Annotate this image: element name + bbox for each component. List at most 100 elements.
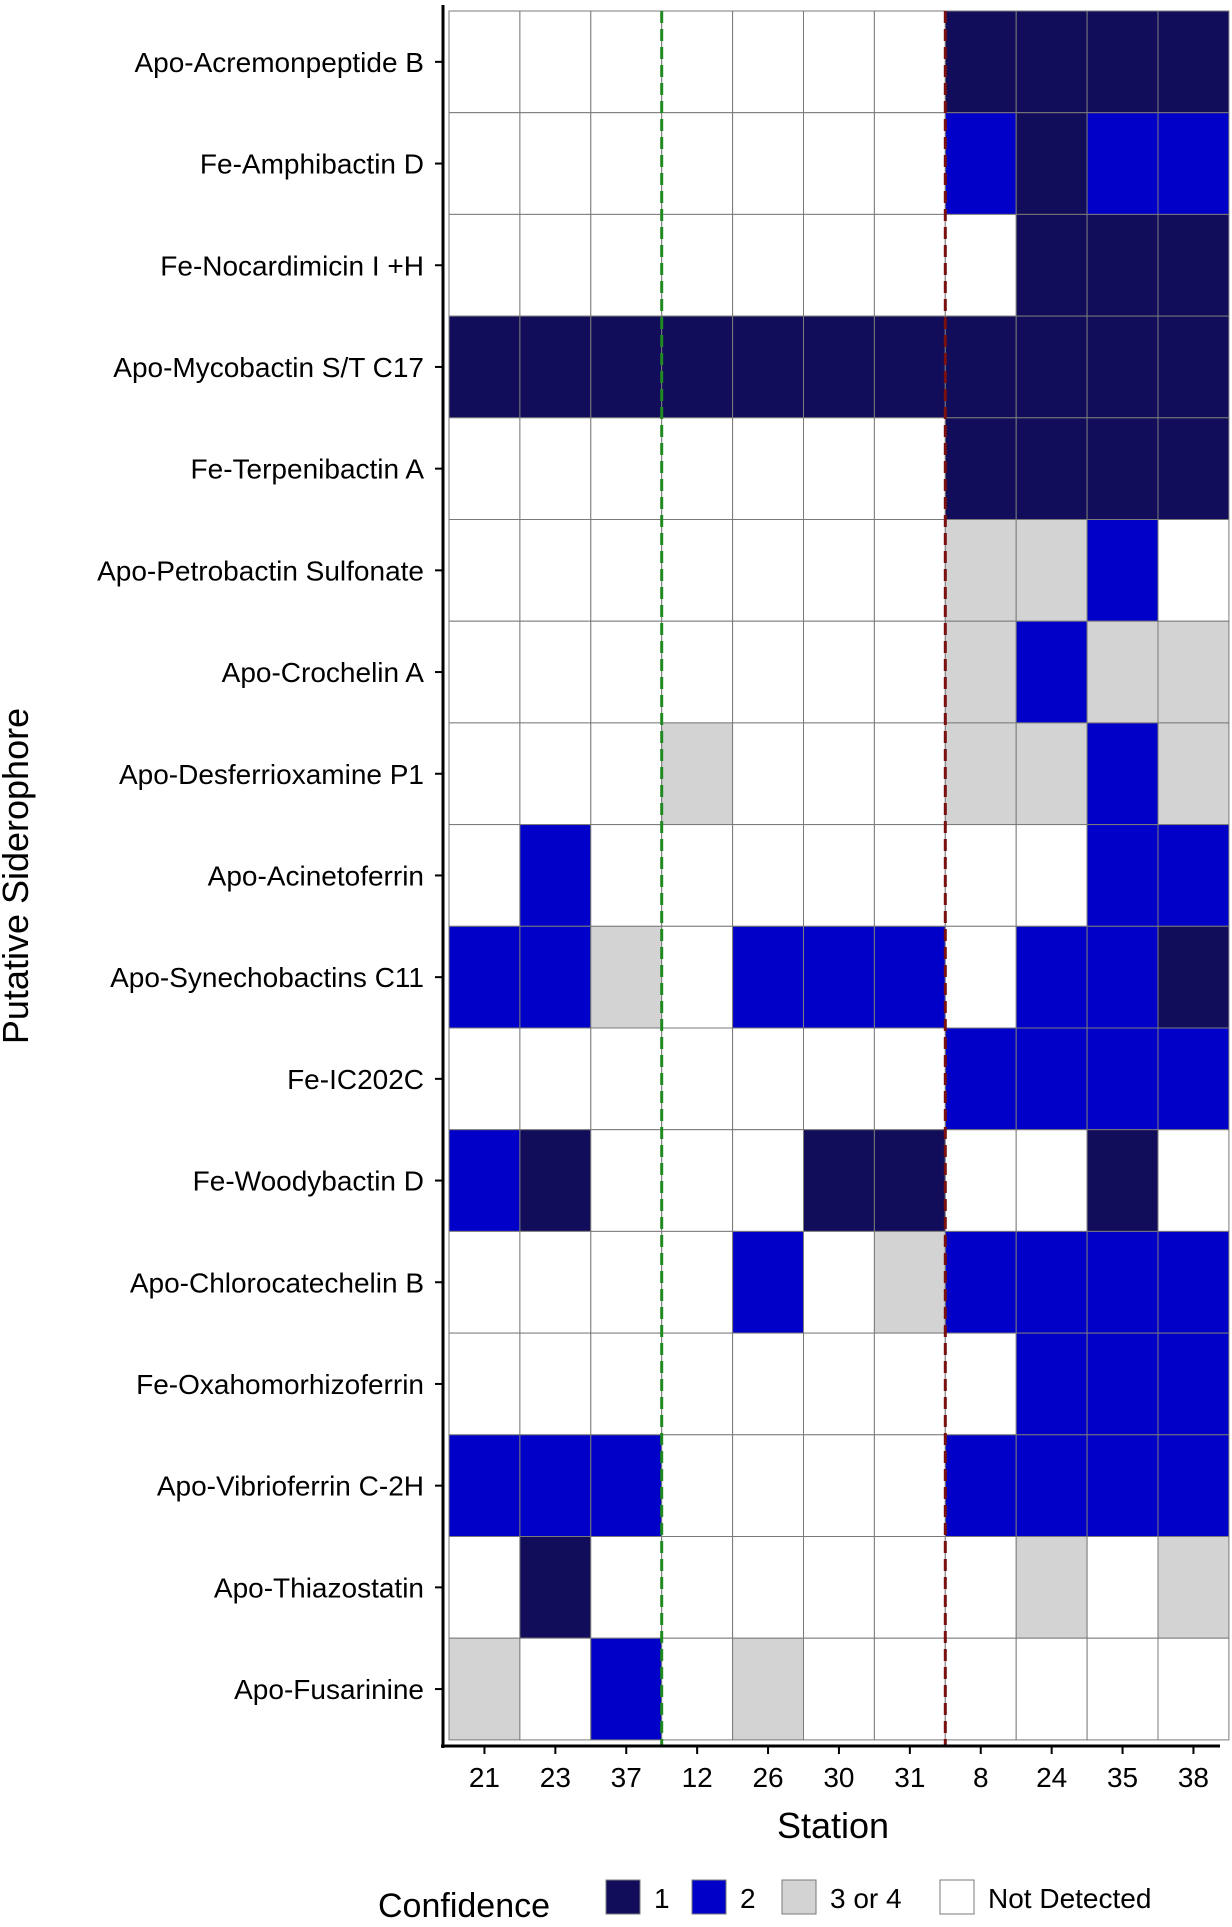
heatmap-cell — [1015, 315, 1088, 419]
y-tick-label: Apo-Vibrioferrin C-2H — [157, 1471, 424, 1502]
heatmap-cell — [1015, 519, 1088, 622]
station-group-dividers — [660, 11, 947, 1746]
heatmap-cell — [448, 824, 521, 927]
legend-entries: 1 2 3 or 4 Not Detected — [605, 1879, 1151, 1915]
heatmap-cell — [873, 1536, 946, 1639]
heatmap-cell — [448, 315, 521, 419]
heatmap-cell — [448, 1637, 521, 1741]
heatmap-cells — [448, 10, 1230, 1741]
heatmap-cell — [944, 1536, 1017, 1639]
heatmap-cell — [1015, 1332, 1088, 1436]
heatmap-cell — [1157, 417, 1230, 520]
heatmap-cell — [1086, 722, 1159, 826]
y-tick-label: Fe-Nocardimicin I +H — [160, 250, 424, 281]
heatmap-cell — [519, 1536, 592, 1639]
heatmap-cell — [1015, 722, 1088, 826]
heatmap-cell — [1157, 519, 1230, 622]
x-tick-label: 30 — [823, 1762, 854, 1793]
heatmap-cell — [1157, 315, 1230, 419]
heatmap-cell — [873, 1230, 946, 1334]
heatmap-cell — [661, 1536, 734, 1639]
heatmap-cell — [661, 10, 734, 114]
x-tick-label: 35 — [1107, 1762, 1138, 1793]
heatmap-cell — [590, 1129, 663, 1232]
heatmap-cell — [448, 1332, 521, 1436]
x-tick-labels: 21 23 37 12 26 30 31 8 24 35 38 — [469, 1746, 1209, 1793]
heatmap-cell — [732, 1129, 804, 1232]
x-tick-label: 38 — [1178, 1762, 1209, 1793]
heatmap-cell — [519, 315, 592, 419]
heatmap-cell — [1086, 1129, 1159, 1232]
heatmap-cell — [1157, 1332, 1230, 1436]
heatmap-cell — [944, 925, 1017, 1029]
heatmap-cell — [661, 1332, 734, 1436]
heatmap-cell — [1157, 10, 1230, 114]
heatmap-cell — [944, 519, 1017, 622]
y-tick-label: Apo-Chlorocatechelin B — [130, 1267, 424, 1298]
heatmap-cell — [732, 213, 804, 317]
legend-label: 2 — [740, 1883, 756, 1914]
y-tick-label: Fe-Oxahomorhizoferrin — [136, 1369, 424, 1400]
heatmap-cell — [1157, 1637, 1230, 1741]
heatmap-cell — [732, 1332, 804, 1436]
x-tick-label: 24 — [1036, 1762, 1067, 1793]
heatmap-cell — [590, 925, 663, 1029]
heatmap-cell — [1086, 10, 1159, 114]
heatmap-cell — [873, 1434, 946, 1538]
heatmap-cell — [590, 1536, 663, 1639]
heatmap-cell — [1015, 824, 1088, 927]
heatmap-cell — [448, 1536, 521, 1639]
heatmap-cell — [519, 620, 592, 724]
y-tick-label: Apo-Crochelin A — [222, 657, 425, 688]
heatmap-cell — [661, 1129, 734, 1232]
heatmap-cell — [873, 1637, 946, 1741]
heatmap-cell — [873, 519, 946, 622]
y-tick-label: Apo-Thiazostatin — [214, 1572, 424, 1603]
heatmap-cell — [519, 10, 592, 114]
heatmap-cell — [661, 417, 734, 520]
heatmap-cell — [519, 1332, 592, 1436]
heatmap-cell — [732, 1230, 804, 1334]
heatmap-cell — [661, 722, 734, 826]
heatmap-cell — [1015, 1536, 1088, 1639]
heatmap-cell — [1086, 1637, 1159, 1741]
heatmap-cell — [590, 213, 663, 317]
heatmap-cell — [803, 10, 875, 114]
heatmap-cell — [661, 315, 734, 419]
y-tick-label: Apo-Synechobactins C11 — [110, 962, 424, 993]
heatmap-cell — [519, 213, 592, 317]
heatmap-cell — [1157, 1536, 1230, 1639]
heatmap-cell — [732, 519, 804, 622]
heatmap-cell — [1157, 1027, 1230, 1131]
heatmap-cell — [873, 722, 946, 826]
heatmap-cell — [661, 925, 734, 1029]
heatmap-cell — [448, 213, 521, 317]
heatmap-cell — [661, 824, 734, 927]
heatmap-cell — [803, 417, 875, 520]
heatmap-cell — [519, 925, 592, 1029]
heatmap-cell — [803, 722, 875, 826]
heatmap-cell — [944, 112, 1017, 215]
heatmap-cell — [1086, 315, 1159, 419]
x-tick-label: 23 — [540, 1762, 571, 1793]
heatmap-cell — [448, 1129, 521, 1232]
heatmap-cell — [661, 1637, 734, 1741]
heatmap-cell — [1157, 1434, 1230, 1538]
x-tick-label: 8 — [973, 1762, 989, 1793]
heatmap-cell — [519, 824, 592, 927]
y-axis-title: Putative Siderophore — [0, 708, 36, 1044]
heatmap-cell — [448, 1027, 521, 1131]
heatmap-cell — [803, 519, 875, 622]
heatmap-cell — [661, 1230, 734, 1334]
heatmap-cell — [519, 1434, 592, 1538]
heatmap-cell — [590, 620, 663, 724]
y-tick-label: Fe-Amphibactin D — [200, 149, 424, 180]
heatmap-cell — [519, 1129, 592, 1232]
heatmap-cell — [732, 1637, 804, 1741]
heatmap-cell — [519, 519, 592, 622]
heatmap-cell — [873, 10, 946, 114]
legend-swatch — [605, 1879, 641, 1915]
heatmap-cell — [448, 10, 521, 114]
heatmap-cell — [1157, 722, 1230, 826]
